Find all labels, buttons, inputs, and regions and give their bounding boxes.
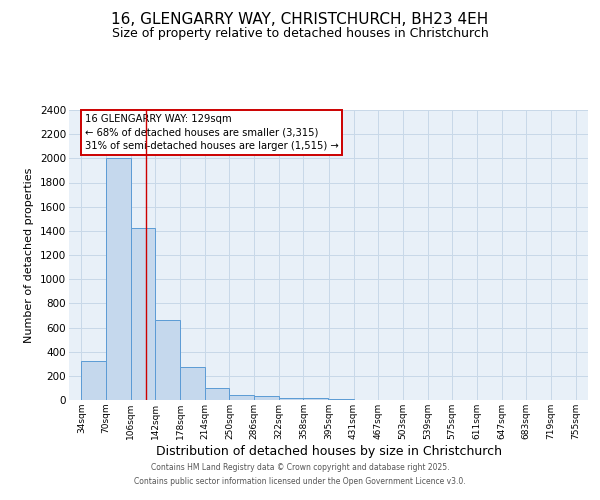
Bar [329, 399, 353, 400]
Text: Contains public sector information licensed under the Open Government Licence v3: Contains public sector information licen… [134, 477, 466, 486]
X-axis label: Distribution of detached houses by size in Christchurch: Distribution of detached houses by size … [155, 444, 502, 458]
Text: Size of property relative to detached houses in Christchurch: Size of property relative to detached ho… [112, 28, 488, 40]
Bar [106, 158, 131, 400]
Bar [82, 360, 106, 400]
Bar [155, 320, 180, 400]
Bar [131, 228, 155, 400]
Bar [304, 398, 328, 400]
Bar [279, 398, 304, 400]
Y-axis label: Number of detached properties: Number of detached properties [25, 168, 34, 342]
Bar [229, 394, 254, 400]
Text: 16 GLENGARRY WAY: 129sqm
← 68% of detached houses are smaller (3,315)
31% of sem: 16 GLENGARRY WAY: 129sqm ← 68% of detach… [85, 114, 338, 151]
Text: 16, GLENGARRY WAY, CHRISTCHURCH, BH23 4EH: 16, GLENGARRY WAY, CHRISTCHURCH, BH23 4E… [112, 12, 488, 28]
Bar [254, 396, 279, 400]
Bar [205, 388, 229, 400]
Text: Contains HM Land Registry data © Crown copyright and database right 2025.: Contains HM Land Registry data © Crown c… [151, 464, 449, 472]
Bar [180, 367, 205, 400]
